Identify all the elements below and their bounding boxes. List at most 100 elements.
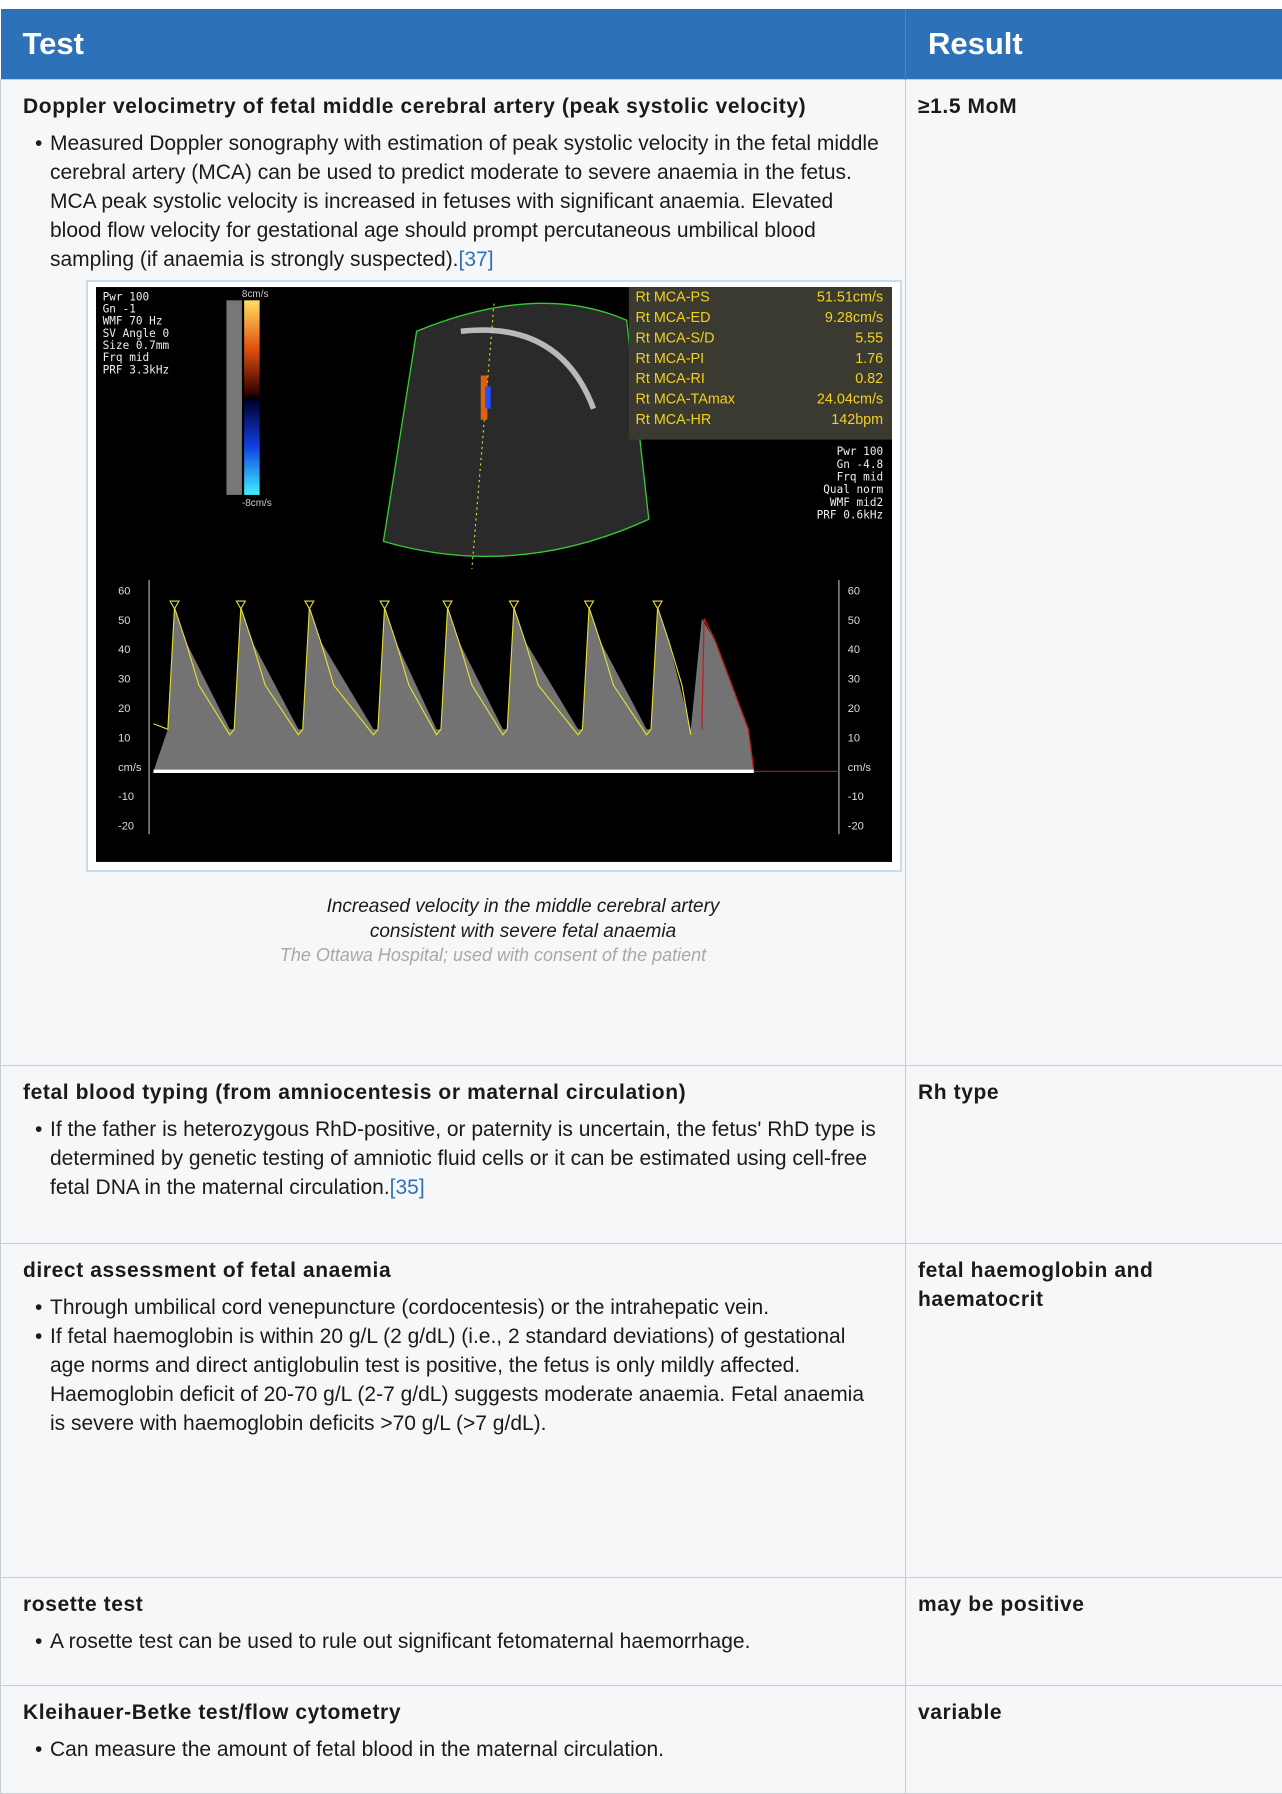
row: fetal blood typing (from amniocentesis o… (1, 1066, 1282, 1244)
axis-label: cm/s (118, 762, 142, 774)
measurement-value: 9.28cm/s (825, 310, 883, 326)
axis-label: 20 (848, 703, 860, 715)
test-name: fetal blood typing (from amniocentesis o… (23, 1078, 893, 1107)
bullet-text: If fetal haemoglobin is within 20 g/L (2… (50, 1325, 864, 1435)
figure-caption: Increased velocity in the middle cerebra… (293, 894, 753, 944)
bullet-list: If the father is heterozygous RhD-positi… (23, 1115, 893, 1202)
measurement-value: 51.51cm/s (817, 289, 883, 305)
test-name: rosette test (23, 1590, 893, 1619)
test-name: direct assessment of fetal anaemia (23, 1256, 893, 1285)
axis-label: -20 (118, 821, 134, 833)
setting-text: Frq mid (837, 471, 884, 484)
axis-label: 30 (118, 674, 130, 686)
result-cell: fetal haemoglobin and haematocrit (906, 1244, 1282, 1578)
bullet: Measured Doppler sonography with estimat… (23, 129, 893, 274)
measurement-label: Rt MCA-PI (636, 351, 705, 367)
bullet: A rosette test can be used to rule out s… (23, 1627, 893, 1656)
axis-label: -20 (848, 821, 864, 833)
bullet-text: A rosette test can be used to rule out s… (50, 1630, 750, 1653)
measurement-value: 1.76 (855, 351, 883, 367)
measurement-value: 142bpm (831, 412, 883, 428)
spectrum-fill (153, 608, 753, 772)
result-text: Rh type (918, 1078, 1270, 1107)
bullet-text: Through umbilical cord venepuncture (cor… (50, 1296, 769, 1319)
reference-link[interactable]: [35] (390, 1176, 425, 1199)
setting-text: Gn -4.8 (837, 458, 884, 471)
bullet: Through umbilical cord venepuncture (cor… (23, 1293, 893, 1322)
setting-text: Frq mid (103, 351, 150, 364)
result-cell: variable (906, 1686, 1282, 1794)
bullet: Can measure the amount of fetal blood in… (23, 1735, 893, 1764)
bullet-list: Measured Doppler sonography with estimat… (23, 129, 893, 274)
axis-label: 10 (848, 732, 860, 744)
test-cell: fetal blood typing (from amniocentesis o… (1, 1066, 906, 1244)
color-bar (244, 300, 259, 495)
axis-label: 40 (118, 644, 130, 656)
axis-label: -10 (118, 791, 134, 803)
setting-text: PRF 3.3kHz (103, 363, 170, 376)
setting-text: Qual norm (823, 483, 883, 496)
setting-text: WMF mid2 (830, 496, 883, 509)
bullet: If fetal haemoglobin is within 20 g/L (2… (23, 1322, 893, 1438)
flow-color (485, 387, 491, 409)
axis-label: cm/s (848, 762, 872, 774)
result-text: may be positive (918, 1590, 1270, 1619)
axis-label: 50 (848, 615, 860, 627)
result-text: variable (918, 1698, 1270, 1727)
measurement-value: 5.55 (855, 330, 883, 346)
result-text: fetal haemoglobin and haematocrit (918, 1256, 1218, 1314)
measurement-label: Rt MCA-S/D (636, 330, 715, 346)
header-row: Test Result (1, 9, 1282, 80)
result-text: ≥1.5 MoM (918, 92, 1270, 121)
row: direct assessment of fetal anaemia Throu… (1, 1244, 1282, 1578)
axis-label: 10 (118, 732, 130, 744)
result-cell: Rh type (906, 1066, 1282, 1244)
axis-label: 60 (118, 585, 130, 597)
bullet: If the father is heterozygous RhD-positi… (23, 1115, 893, 1202)
header-cell: Result (906, 9, 1282, 80)
test-cell: direct assessment of fetal anaemia Throu… (1, 1244, 906, 1578)
sector-image (383, 303, 648, 556)
bullet-text: Can measure the amount of fetal blood in… (50, 1738, 664, 1761)
row: Doppler velocimetry of fetal middle cere… (1, 80, 1282, 1066)
axis-label: 30 (848, 674, 860, 686)
setting-text: WMF 70 Hz (103, 315, 163, 328)
axis-label: -10 (848, 791, 864, 803)
bullet-list: A rosette test can be used to rule out s… (23, 1627, 893, 1656)
result-cell: may be positive (906, 1578, 1282, 1686)
reference-link[interactable]: [37] (459, 248, 494, 271)
test-cell: Kleihauer-Betke test/flow cytometry Can … (1, 1686, 906, 1794)
setting-text: Gn -1 (103, 302, 136, 315)
measurement-label: Rt MCA-PS (636, 289, 710, 305)
figure-credit: The Ottawa Hospital; used with consent o… (83, 944, 903, 966)
test-name: Kleihauer-Betke test/flow cytometry (23, 1698, 893, 1727)
setting-text: Pwr 100 (103, 290, 150, 303)
bullet-text: If the father is heterozygous RhD-positi… (50, 1118, 876, 1199)
measurement-value: 24.04cm/s (817, 392, 883, 408)
setting-text: PRF 0.6kHz (817, 509, 884, 522)
setting-text: Size 0.7mm (103, 339, 170, 352)
test-name: Doppler velocimetry of fetal middle cere… (23, 92, 893, 121)
axis-label: 20 (118, 703, 130, 715)
bullet-list: Through umbilical cord venepuncture (cor… (23, 1293, 893, 1438)
axis-label: 50 (118, 615, 130, 627)
axis-label: 40 (848, 644, 860, 656)
measurement-label: Rt MCA-RI (636, 371, 705, 387)
setting-text: Pwr 100 (837, 445, 884, 458)
setting-text: SV Angle 0 (103, 327, 170, 340)
measurement-label: Rt MCA-ED (636, 310, 711, 326)
row: Kleihauer-Betke test/flow cytometry Can … (1, 1686, 1282, 1794)
header-cell: Test (1, 9, 906, 80)
test-cell: Doppler velocimetry of fetal middle cere… (1, 80, 906, 1066)
result-cell: ≥1.5 MoM (906, 80, 1282, 1066)
measurement-label: Rt MCA-HR (636, 412, 712, 428)
page: Test Result Doppler velocimetry of fetal… (0, 9, 1282, 1765)
axis-label: 60 (848, 585, 860, 597)
scale-label: 8cm/s (242, 289, 269, 300)
gray-bar (226, 300, 241, 495)
measurement-value: 0.82 (855, 371, 883, 387)
scale-label: -8cm/s (242, 498, 272, 509)
results-table: Test Result Doppler velocimetry of fetal… (0, 9, 1282, 1794)
